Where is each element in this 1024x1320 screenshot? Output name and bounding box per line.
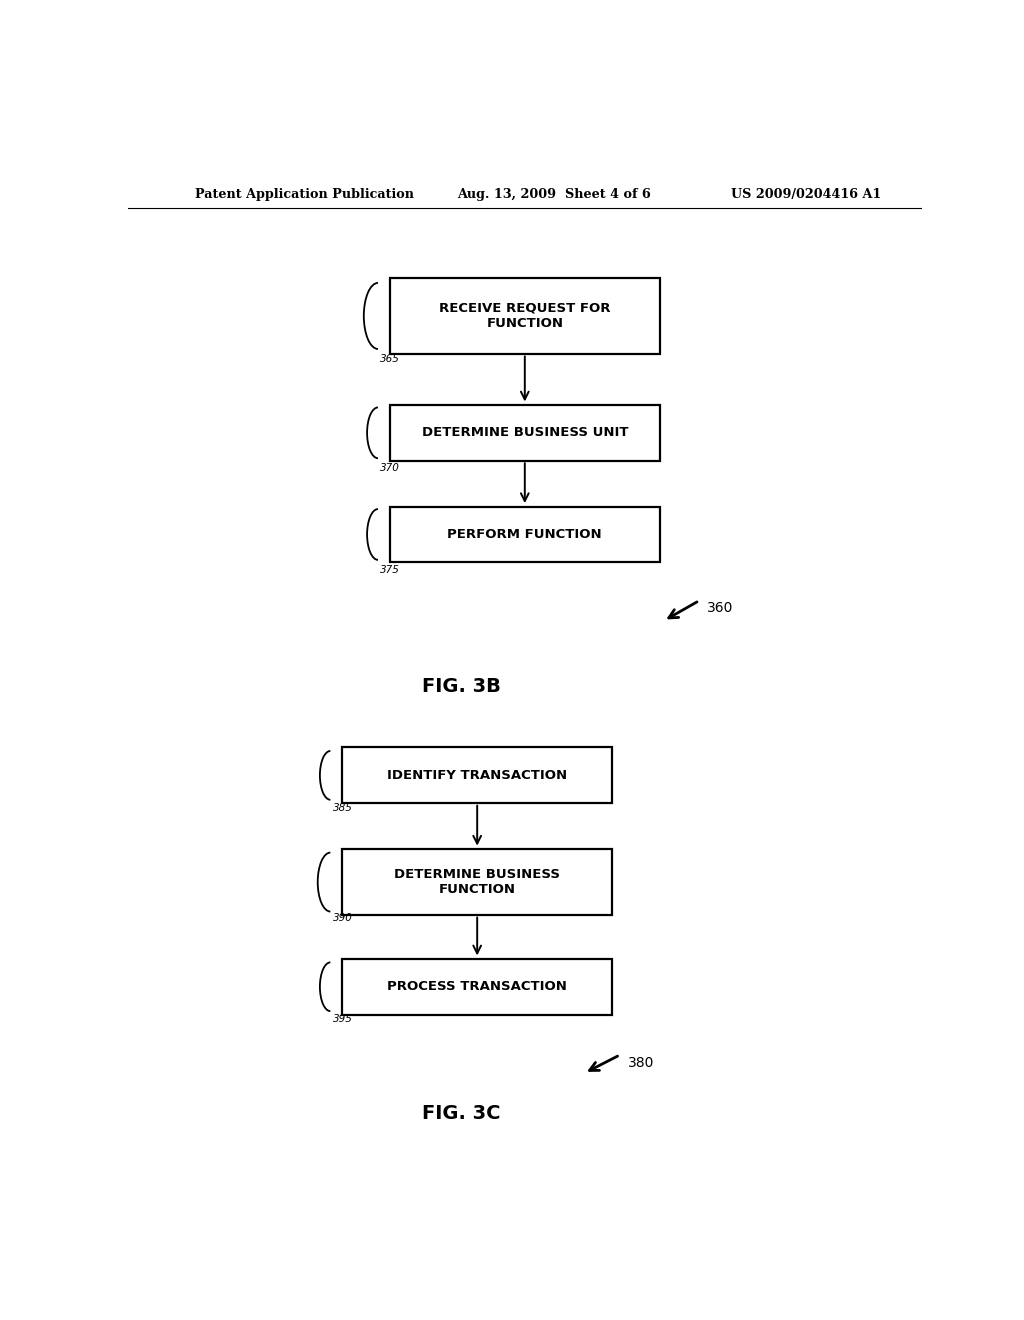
Text: IDENTIFY TRANSACTION: IDENTIFY TRANSACTION xyxy=(387,768,567,781)
Text: Patent Application Publication: Patent Application Publication xyxy=(196,189,415,202)
Text: 395: 395 xyxy=(333,1014,352,1024)
Text: 370: 370 xyxy=(380,463,400,474)
Bar xyxy=(342,849,612,915)
Text: 385: 385 xyxy=(333,803,352,813)
Text: 390: 390 xyxy=(333,912,352,923)
Text: DETERMINE BUSINESS UNIT: DETERMINE BUSINESS UNIT xyxy=(422,426,628,440)
Bar xyxy=(390,405,659,461)
Text: 360: 360 xyxy=(708,601,734,615)
Text: RECEIVE REQUEST FOR
FUNCTION: RECEIVE REQUEST FOR FUNCTION xyxy=(439,302,610,330)
Text: DETERMINE BUSINESS
FUNCTION: DETERMINE BUSINESS FUNCTION xyxy=(394,869,560,896)
Text: PROCESS TRANSACTION: PROCESS TRANSACTION xyxy=(387,981,567,993)
Bar xyxy=(342,747,612,804)
Text: 375: 375 xyxy=(380,565,400,576)
Bar xyxy=(342,958,612,1015)
Text: 380: 380 xyxy=(628,1056,654,1071)
Text: US 2009/0204416 A1: US 2009/0204416 A1 xyxy=(731,189,882,202)
Text: FIG. 3C: FIG. 3C xyxy=(422,1105,501,1123)
Text: Aug. 13, 2009  Sheet 4 of 6: Aug. 13, 2009 Sheet 4 of 6 xyxy=(458,189,651,202)
Text: PERFORM FUNCTION: PERFORM FUNCTION xyxy=(447,528,602,541)
Bar xyxy=(390,507,659,562)
Text: FIG. 3B: FIG. 3B xyxy=(422,677,501,697)
Text: 365: 365 xyxy=(380,354,400,363)
Bar xyxy=(390,277,659,354)
